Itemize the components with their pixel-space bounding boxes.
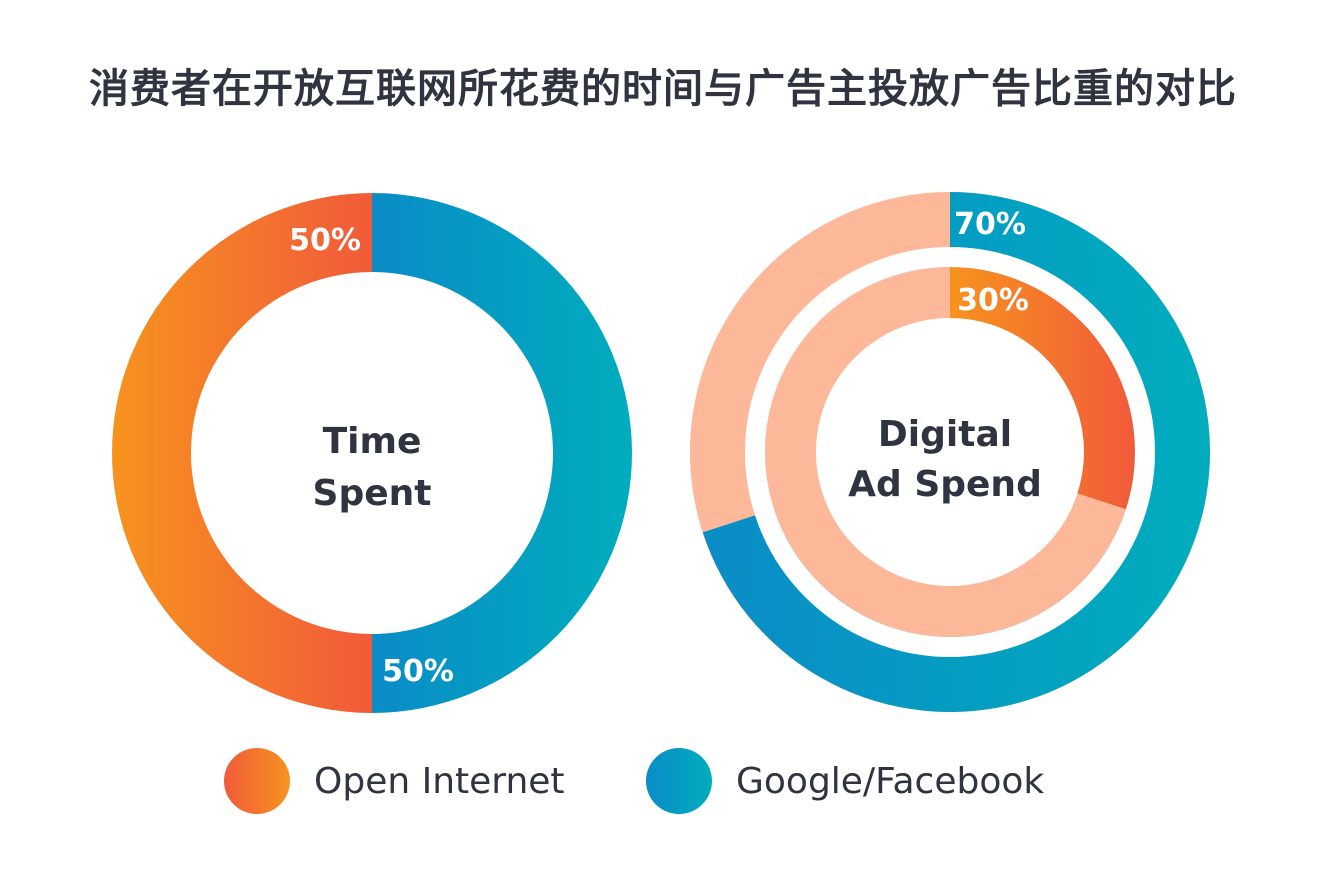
ring-inner-open-internet [950,267,1135,510]
digital-ad-spend-donut: 70% 30% Digital Ad Spend [689,192,1211,712]
ring-label-google-facebook: 70% [954,207,1026,242]
legend-item-open-internet: Open Internet [224,748,565,814]
slice-open-internet [112,193,372,713]
time-spent-donut: 50% 50% Time Spent [112,193,632,713]
legend: Open Internet Google/Facebook [0,748,1326,818]
legend-label-open-internet: Open Internet [314,760,565,802]
chart-title: 消费者在开放互联网所花费的时间与广告主投放广告比重的对比 [89,66,1237,112]
slice-google-facebook [372,193,632,713]
slice-label-google-facebook: 50% [382,654,454,689]
legend-swatch-google-facebook [646,748,712,814]
center-label-line-2: Ad Spend [848,464,1042,505]
legend-swatch-open-internet [224,748,290,814]
ring-label-open-internet: 30% [957,283,1029,318]
legend-label-google-facebook: Google/Facebook [736,760,1045,802]
legend-item-google-facebook: Google/Facebook [646,748,1044,814]
slice-label-open-internet: 50% [289,223,361,258]
center-label-line-1: Digital [878,414,1012,455]
center-label-line-1: Time [323,421,422,462]
ring-gap [745,247,1155,657]
center-label-line-2: Spent [313,473,432,514]
